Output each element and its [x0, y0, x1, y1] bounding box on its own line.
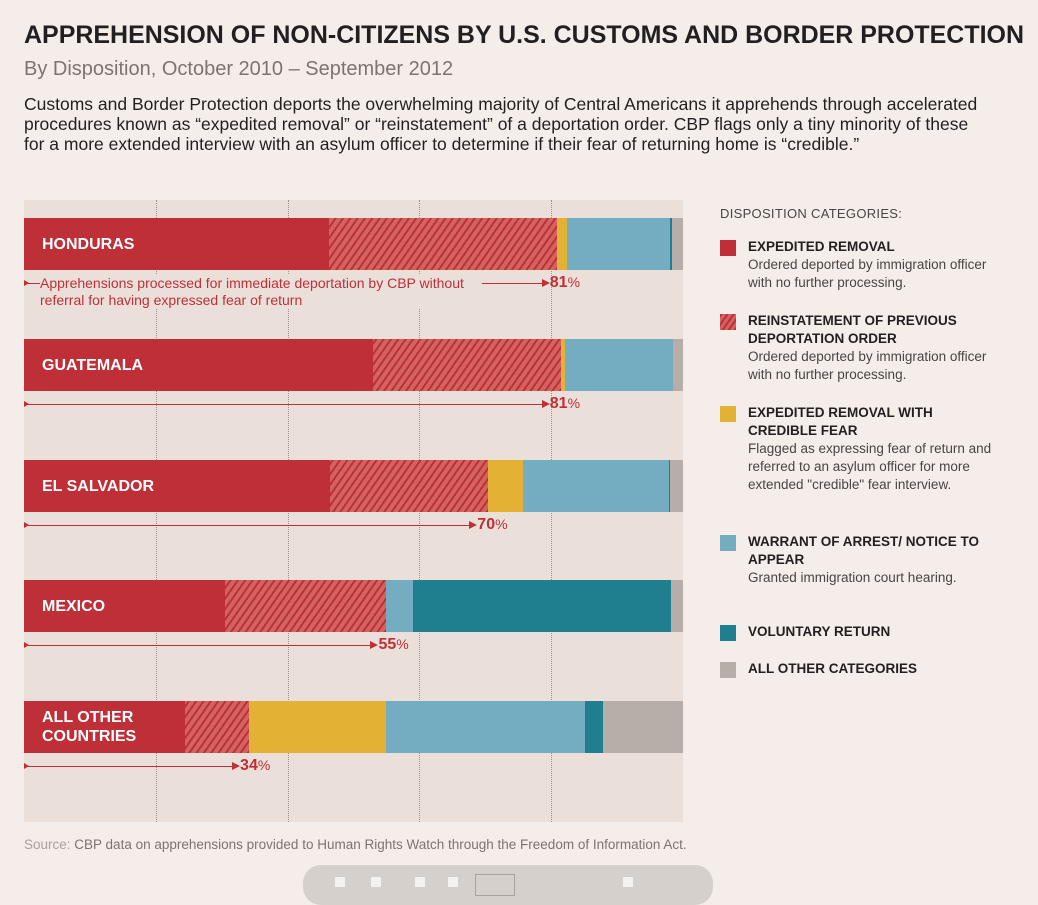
deportation-pct-label: 55% [378, 636, 409, 653]
bar-guatemala [24, 339, 683, 391]
bar-segment [385, 580, 413, 632]
source-label: Source: [24, 837, 71, 852]
legend-description: Ordered deported by immigration officer … [748, 349, 987, 382]
annotation-note: Apprehensions processed for immediate de… [40, 275, 482, 309]
bar-segment [673, 339, 683, 391]
bar-label: HONDURAS [42, 236, 135, 253]
bar-label: EL SALVADOR [42, 478, 155, 495]
legend-item: ALL OTHER CATEGORIES [720, 660, 1020, 678]
legend-description: Ordered deported by immigration officer … [748, 257, 987, 290]
legend-title: DISPOSITION CATEGORIES: [720, 206, 903, 221]
source-text: CBP data on apprehensions provided to Hu… [70, 837, 687, 852]
legend-label: EXPEDITED REMOVAL [748, 239, 895, 254]
bar-segment [565, 339, 674, 391]
legend-swatch [720, 314, 736, 330]
legend-label: REINSTATEMENT OF PREVIOUS DEPORTATION OR… [748, 313, 957, 346]
bar-segment [24, 460, 330, 512]
deportation-arrow [24, 762, 241, 770]
bar-segment [566, 218, 670, 270]
legend-description: Flagged as expressing fear of return and… [748, 441, 992, 492]
bar-segment [248, 701, 387, 753]
zoom-icon[interactable] [623, 877, 633, 887]
legend-swatch [720, 662, 736, 678]
legend-swatch [720, 625, 736, 641]
legend-swatch [720, 240, 736, 256]
bar-label: MEXICO [42, 598, 106, 615]
deportation-arrow [24, 521, 478, 529]
source-note: Source: CBP data on apprehensions provid… [24, 837, 687, 852]
legend-label: WARRANT OF ARREST/ NOTICE TO APPEAR [748, 534, 979, 567]
bar-label: ALL OTHER COUNTRIES [42, 709, 137, 745]
deportation-arrow [24, 400, 550, 408]
bar-segment [24, 339, 374, 391]
pdf-viewer-toolbar[interactable] [303, 865, 713, 905]
bar-segment [669, 460, 671, 512]
chart-description: Customs and Border Protection deports th… [24, 94, 978, 154]
bar-el-salvador [24, 460, 683, 512]
bar-segment [561, 339, 566, 391]
bar-label: GUATEMALA [42, 357, 144, 374]
page-icon[interactable] [371, 877, 381, 887]
bar-segment [669, 218, 672, 270]
bar-segment [24, 218, 330, 270]
bar-segment [386, 701, 586, 753]
pct-value: 70 [477, 516, 496, 533]
legend-description: Granted immigration court hearing. [748, 570, 957, 585]
bar-mexico [24, 580, 683, 632]
pct-value: 55 [378, 636, 397, 653]
deportation-pct-label: 70% [477, 516, 508, 533]
deportation-arrow [24, 641, 379, 649]
bar-segment [224, 580, 386, 632]
pct-value: 81 [549, 395, 568, 412]
legend-swatch [720, 406, 736, 422]
bar-segment [329, 218, 558, 270]
pct-value: 34 [240, 757, 258, 774]
chart-subtitle: By Disposition, October 2010 – September… [24, 58, 454, 80]
prev-page-icon[interactable] [415, 877, 425, 887]
legend-label: VOLUNTARY RETURN [748, 624, 891, 639]
bar-segment [671, 218, 683, 270]
deportation-pct-label: 81% [549, 395, 581, 412]
deportation-pct-label: 81% [549, 274, 581, 291]
legend-item: REINSTATEMENT OF PREVIOUS DEPORTATION OR… [720, 312, 1020, 384]
chart-title: APPREHENSION OF NON-CITIZENS BY U.S. CUS… [24, 21, 1025, 49]
bar-segment [24, 580, 225, 632]
legend-label: EXPEDITED REMOVAL WITH CREDIBLE FEAR [748, 405, 933, 438]
legend-swatch [720, 535, 736, 551]
legend-label: ALL OTHER CATEGORIES [748, 661, 918, 676]
sidebar-icon[interactable] [335, 877, 345, 887]
bar-segment [522, 460, 670, 512]
legend-item: WARRANT OF ARREST/ NOTICE TO APPEAR Grant… [720, 533, 1020, 587]
bar-segment [412, 580, 672, 632]
pct-value: 81 [549, 274, 568, 291]
legend-item: VOLUNTARY RETURN [720, 623, 1020, 641]
bar-all-other-countries [24, 701, 683, 753]
bar-segment [329, 460, 488, 512]
legend-item: EXPEDITED REMOVAL Ordered deported by imm… [720, 238, 1020, 292]
legend-item: EXPEDITED REMOVAL WITH CREDIBLE FEAR Flag… [720, 404, 1020, 494]
next-page-icon[interactable] [448, 877, 458, 887]
bar-segment [487, 460, 523, 512]
bar-segment [557, 218, 567, 270]
bar-honduras [24, 218, 683, 270]
bar-segment [602, 701, 683, 753]
page-number-input[interactable] [475, 874, 515, 896]
bar-segment [670, 460, 683, 512]
bar-segment [671, 580, 683, 632]
bar-segment [184, 701, 249, 753]
deportation-pct-label: 34% [240, 757, 271, 774]
bar-segment [373, 339, 562, 391]
bar-segment [585, 701, 603, 753]
bar-segment [24, 701, 185, 753]
